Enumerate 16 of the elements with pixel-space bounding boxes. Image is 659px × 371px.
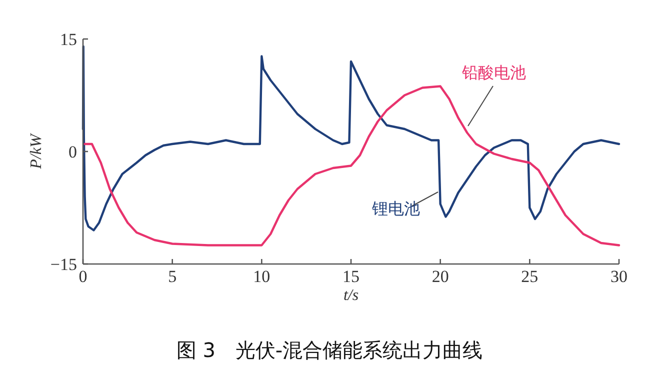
y-tick-label: 0 [68,142,77,162]
x-tick-label: 25 [521,267,538,286]
line-series [84,85,620,246]
x-tick-label: 30 [610,267,628,286]
series-label: 锂电池 [371,199,420,218]
x-axis-title: t/s [343,287,359,304]
y-tick-label: 15 [60,30,77,49]
x-tick-label: 10 [253,267,270,286]
y-tick-label: −15 [50,255,77,274]
series-label: 铅酸电池 [461,63,526,82]
x-tick-label: 20 [432,267,449,286]
x-tick-label: 15 [342,267,360,286]
y-axis-title: P/kW [28,132,45,170]
x-tick-label: 5 [168,267,177,286]
line-series [82,45,620,232]
text: 图 3 光伏-混合储能系统出力曲线 [176,338,483,362]
